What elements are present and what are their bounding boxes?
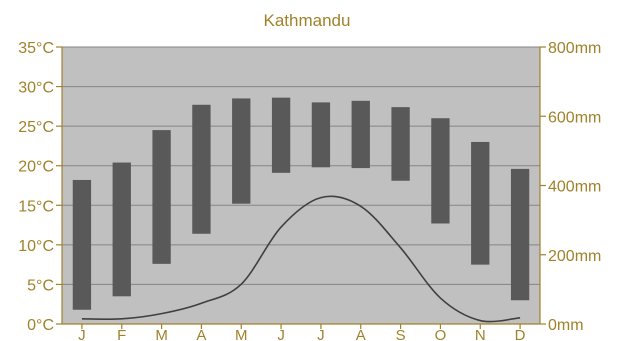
temperature-bar xyxy=(152,130,171,264)
month-label: S xyxy=(396,327,406,341)
left-tick-label: 20°C xyxy=(18,159,54,176)
temperature-bar xyxy=(112,162,131,297)
left-tick-label: 0°C xyxy=(27,317,54,334)
month-label: M xyxy=(235,327,248,341)
month-label: F xyxy=(117,327,126,341)
month-label: J xyxy=(317,327,325,341)
chart-title: Kathmandu xyxy=(264,11,351,30)
temperature-bar xyxy=(192,104,211,234)
precipitation-line xyxy=(81,195,521,323)
left-tick-label: 35°C xyxy=(18,40,54,57)
month-label: O xyxy=(435,327,447,341)
left-tick-label: 15°C xyxy=(18,198,54,215)
temperature-bar xyxy=(510,168,530,301)
temperature-bar xyxy=(232,98,251,204)
right-tick-label: 0mm xyxy=(548,317,584,334)
temperature-bar xyxy=(271,97,291,173)
temperature-bar xyxy=(471,141,490,265)
right-axis: 0mm 200mm 400mm 600mm 800mm xyxy=(539,40,601,334)
temperature-bar xyxy=(311,102,331,168)
temperature-bars xyxy=(72,97,530,310)
left-tick-label: 30°C xyxy=(18,80,54,97)
right-tick-label: 200mm xyxy=(548,248,601,265)
temperature-bar xyxy=(431,118,450,224)
month-label: M xyxy=(155,327,168,341)
temperature-bar xyxy=(72,179,92,310)
plot-area xyxy=(62,47,540,324)
left-tick-label: 10°C xyxy=(18,238,54,255)
month-label: J xyxy=(78,327,86,341)
month-label: A xyxy=(196,327,206,341)
grid-lines xyxy=(62,46,540,285)
month-label: A xyxy=(356,327,366,341)
temperature-bar xyxy=(351,100,370,169)
left-tick-label: 5°C xyxy=(27,277,54,294)
month-label: J xyxy=(277,327,285,341)
right-tick-label: 600mm xyxy=(548,109,601,126)
month-label: N xyxy=(475,327,486,341)
temperature-bar xyxy=(391,107,410,181)
right-tick-label: 400mm xyxy=(548,179,601,196)
left-axis: 0°C 5°C 10°C 15°C 20°C 25°C 30°C 35°C xyxy=(18,40,63,334)
month-label: D xyxy=(515,327,526,341)
left-tick-label: 25°C xyxy=(18,119,54,136)
right-tick-label: 800mm xyxy=(548,40,601,57)
